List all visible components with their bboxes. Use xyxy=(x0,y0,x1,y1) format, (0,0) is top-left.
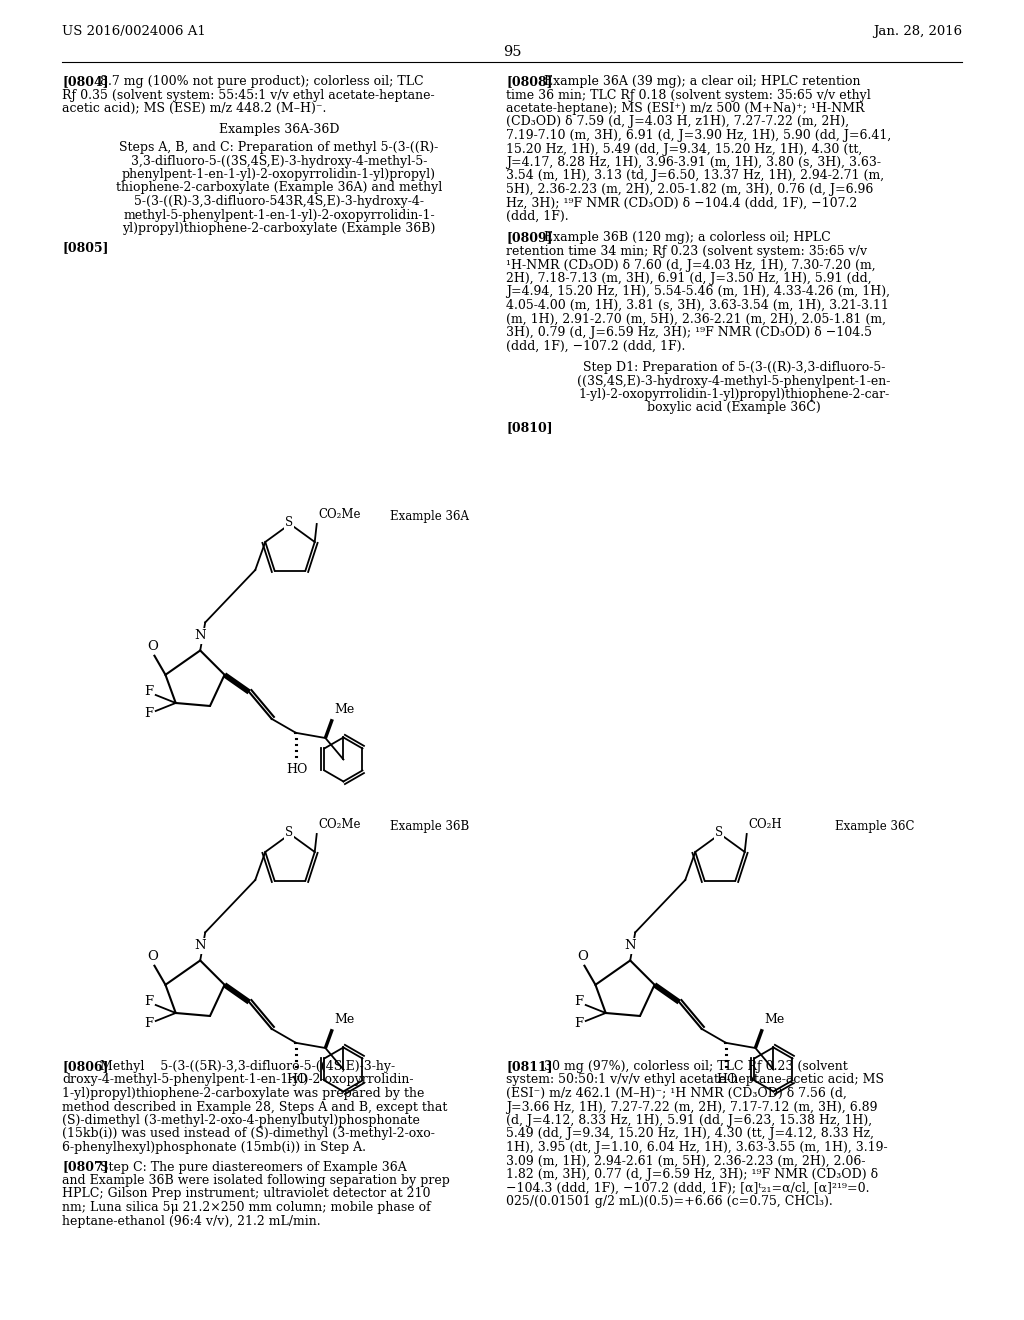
Text: O: O xyxy=(577,949,588,962)
Text: system: 50:50:1 v/v/v ethyl acetate-heptane-acetic acid; MS: system: 50:50:1 v/v/v ethyl acetate-hept… xyxy=(506,1073,884,1086)
Text: S: S xyxy=(285,826,293,840)
Text: acetic acid); MS (ESE) m/z 448.2 (M–H)⁻.: acetic acid); MS (ESE) m/z 448.2 (M–H)⁻. xyxy=(62,102,327,115)
Text: (d, J=4.12, 8.33 Hz, 1H), 5.91 (dd, J=6.23, 15.38 Hz, 1H),: (d, J=4.12, 8.33 Hz, 1H), 5.91 (dd, J=6.… xyxy=(506,1114,872,1127)
Text: yl)propyl)thiophene-2-carboxylate (Example 36B): yl)propyl)thiophene-2-carboxylate (Examp… xyxy=(122,222,435,235)
Text: Rƒ 0.35 (solvent system: 55:45:1 v/v ethyl acetate-heptane-: Rƒ 0.35 (solvent system: 55:45:1 v/v eth… xyxy=(62,88,434,102)
Text: Example 36B (120 mg); a colorless oil; HPLC: Example 36B (120 mg); a colorless oil; H… xyxy=(544,231,830,244)
Text: Step C: The pure diastereomers of Example 36A: Step C: The pure diastereomers of Exampl… xyxy=(100,1160,407,1173)
Text: Step D1: Preparation of 5-(3-((R)-3,3-difluoro-5-: Step D1: Preparation of 5-(3-((R)-3,3-di… xyxy=(583,360,885,374)
Text: 5-(3-((R)-3,3-difluoro-543R,4S,E)-3-hydroxy-4-: 5-(3-((R)-3,3-difluoro-543R,4S,E)-3-hydr… xyxy=(134,195,424,209)
Text: (15kb(i)) was used instead of (S)-dimethyl (3-methyl-2-oxo-: (15kb(i)) was used instead of (S)-dimeth… xyxy=(62,1127,435,1140)
Text: Example 36A: Example 36A xyxy=(390,510,469,523)
Text: ¹H-NMR (CD₃OD) δ 7.60 (d, J=4.03 Hz, 1H), 7.30-7.20 (m,: ¹H-NMR (CD₃OD) δ 7.60 (d, J=4.03 Hz, 1H)… xyxy=(506,259,876,272)
Text: [0808]: [0808] xyxy=(506,75,553,88)
Text: boxylic acid (Example 36C): boxylic acid (Example 36C) xyxy=(647,401,821,414)
Text: (ddd, 1F), −107.2 (ddd, 1F).: (ddd, 1F), −107.2 (ddd, 1F). xyxy=(506,339,685,352)
Text: (ddd, 1F).: (ddd, 1F). xyxy=(506,210,568,223)
Text: HPLC; Gilson Prep instrument; ultraviolet detector at 210: HPLC; Gilson Prep instrument; ultraviole… xyxy=(62,1188,430,1200)
Text: Jan. 28, 2016: Jan. 28, 2016 xyxy=(872,25,962,38)
Text: [0804]: [0804] xyxy=(62,75,109,88)
Text: Hz, 3H); ¹⁹F NMR (CD₃OD) δ −104.4 (ddd, 1F), −107.2: Hz, 3H); ¹⁹F NMR (CD₃OD) δ −104.4 (ddd, … xyxy=(506,197,857,210)
Text: [0805]: [0805] xyxy=(62,242,109,255)
Text: Me: Me xyxy=(764,1014,784,1026)
Text: (ESI⁻) m/z 462.1 (M–H)⁻; ¹H NMR (CD₃OD) δ 7.56 (d,: (ESI⁻) m/z 462.1 (M–H)⁻; ¹H NMR (CD₃OD) … xyxy=(506,1086,847,1100)
Text: 3.54 (m, 1H), 3.13 (td, J=6.50, 13.37 Hz, 1H), 2.94-2.71 (m,: 3.54 (m, 1H), 3.13 (td, J=6.50, 13.37 Hz… xyxy=(506,169,884,182)
Text: 025/(0.01501 g/2 mL)(0.5)=+6.66 (c=0.75, CHCl₃).: 025/(0.01501 g/2 mL)(0.5)=+6.66 (c=0.75,… xyxy=(506,1195,833,1208)
Text: method described in Example 28, Steps A and B, except that: method described in Example 28, Steps A … xyxy=(62,1101,447,1114)
Text: acetate-heptane); MS (ESI⁺) m/z 500 (M+Na)⁺; ¹H-NMR: acetate-heptane); MS (ESI⁺) m/z 500 (M+N… xyxy=(506,102,864,115)
Text: and Example 36B were isolated following separation by prep: and Example 36B were isolated following … xyxy=(62,1173,450,1187)
Text: CO₂Me: CO₂Me xyxy=(318,508,361,521)
Text: 5H), 2.36-2.23 (m, 2H), 2.05-1.82 (m, 3H), 0.76 (d, J=6.96: 5H), 2.36-2.23 (m, 2H), 2.05-1.82 (m, 3H… xyxy=(506,183,873,195)
Text: J=4.94, 15.20 Hz, 1H), 5.54-5.46 (m, 1H), 4.33-4.26 (m, 1H),: J=4.94, 15.20 Hz, 1H), 5.54-5.46 (m, 1H)… xyxy=(506,285,890,298)
Text: S: S xyxy=(285,516,293,529)
Text: CO₂H: CO₂H xyxy=(749,818,782,832)
Text: [0810]: [0810] xyxy=(506,421,553,434)
Text: [0811]: [0811] xyxy=(506,1060,553,1073)
Text: phenylpent-1-en-1-yl)-2-oxopyrrolidin-1-yl)propyl): phenylpent-1-en-1-yl)-2-oxopyrrolidin-1-… xyxy=(122,168,436,181)
Text: methyl-5-phenylpent-1-en-1-yl)-2-oxopyrrolidin-1-: methyl-5-phenylpent-1-en-1-yl)-2-oxopyrr… xyxy=(123,209,435,222)
Text: J=3.66 Hz, 1H), 7.27-7.22 (m, 2H), 7.17-7.12 (m, 3H), 6.89: J=3.66 Hz, 1H), 7.27-7.22 (m, 2H), 7.17-… xyxy=(506,1101,878,1114)
Text: Me: Me xyxy=(334,1014,354,1026)
Text: [0806]: [0806] xyxy=(62,1060,109,1073)
Text: Me: Me xyxy=(334,704,354,717)
Text: Example 36C: Example 36C xyxy=(835,820,914,833)
Text: F: F xyxy=(574,995,584,1008)
Text: F: F xyxy=(144,995,154,1008)
Text: N: N xyxy=(625,940,636,953)
Text: ((3S,4S,E)-3-hydroxy-4-methyl-5-phenylpent-1-en-: ((3S,4S,E)-3-hydroxy-4-methyl-5-phenylpe… xyxy=(578,375,891,388)
Text: 2H), 7.18-7.13 (m, 3H), 6.91 (d, J=3.50 Hz, 1H), 5.91 (dd,: 2H), 7.18-7.13 (m, 3H), 6.91 (d, J=3.50 … xyxy=(506,272,871,285)
Text: US 2016/0024006 A1: US 2016/0024006 A1 xyxy=(62,25,206,38)
Text: 4.05-4.00 (m, 1H), 3.81 (s, 3H), 3.63-3.54 (m, 1H), 3.21-3.11: 4.05-4.00 (m, 1H), 3.81 (s, 3H), 3.63-3.… xyxy=(506,300,889,312)
Text: (CD₃OD) δ 7.59 (d, J=4.03 H, z1H), 7.27-7.22 (m, 2H),: (CD₃OD) δ 7.59 (d, J=4.03 H, z1H), 7.27-… xyxy=(506,116,849,128)
Text: 3,3-difluoro-5-((3S,4S,E)-3-hydroxy-4-methyl-5-: 3,3-difluoro-5-((3S,4S,E)-3-hydroxy-4-me… xyxy=(131,154,427,168)
Text: 3.09 (m, 1H), 2.94-2.61 (m, 5H), 2.36-2.23 (m, 2H), 2.06-: 3.09 (m, 1H), 2.94-2.61 (m, 5H), 2.36-2.… xyxy=(506,1155,865,1167)
Text: time 36 min; TLC Rƒ 0.18 (solvent system: 35:65 v/v ethyl: time 36 min; TLC Rƒ 0.18 (solvent system… xyxy=(506,88,870,102)
Text: Steps A, B, and C: Preparation of methyl 5-(3-((R)-: Steps A, B, and C: Preparation of methyl… xyxy=(120,141,438,154)
Text: 6-phenylhexyl)phosphonate (15mb(i)) in Step A.: 6-phenylhexyl)phosphonate (15mb(i)) in S… xyxy=(62,1140,366,1154)
Text: 1H), 3.95 (dt, J=1.10, 6.04 Hz, 1H), 3.63-3.55 (m, 1H), 3.19-: 1H), 3.95 (dt, J=1.10, 6.04 Hz, 1H), 3.6… xyxy=(506,1140,888,1154)
Text: heptane-ethanol (96:4 v/v), 21.2 mL/min.: heptane-ethanol (96:4 v/v), 21.2 mL/min. xyxy=(62,1214,321,1228)
Text: CO₂Me: CO₂Me xyxy=(318,818,361,832)
Text: F: F xyxy=(144,685,154,698)
Text: HO: HO xyxy=(286,1073,307,1086)
Text: O: O xyxy=(147,949,158,962)
Text: O: O xyxy=(147,640,158,652)
Text: F: F xyxy=(144,708,154,721)
Text: 5.49 (dd, J=9.34, 15.20 Hz, 1H), 4.30 (tt, J=4.12, 8.33 Hz,: 5.49 (dd, J=9.34, 15.20 Hz, 1H), 4.30 (t… xyxy=(506,1127,874,1140)
Text: retention time 34 min; Rƒ 0.23 (solvent system: 35:65 v/v: retention time 34 min; Rƒ 0.23 (solvent … xyxy=(506,246,867,257)
Text: thiophene-2-carboxylate (Example 36A) and methyl: thiophene-2-carboxylate (Example 36A) an… xyxy=(116,181,442,194)
Text: 30 mg (97%), colorless oil; TLC Rƒ 0.23 (solvent: 30 mg (97%), colorless oil; TLC Rƒ 0.23 … xyxy=(544,1060,848,1073)
Text: N: N xyxy=(195,940,206,953)
Text: [0807]: [0807] xyxy=(62,1160,109,1173)
Text: S: S xyxy=(715,826,723,840)
Text: HO: HO xyxy=(286,763,307,776)
Text: 7.19-7.10 (m, 3H), 6.91 (d, J=3.90 Hz, 1H), 5.90 (dd, J=6.41,: 7.19-7.10 (m, 3H), 6.91 (d, J=3.90 Hz, 1… xyxy=(506,129,891,143)
Text: 1-yl)propyl)thiophene-2-carboxylate was prepared by the: 1-yl)propyl)thiophene-2-carboxylate was … xyxy=(62,1086,424,1100)
Text: (m, 1H), 2.91-2.70 (m, 5H), 2.36-2.21 (m, 2H), 2.05-1.81 (m,: (m, 1H), 2.91-2.70 (m, 5H), 2.36-2.21 (m… xyxy=(506,313,886,326)
Text: J=4.17, 8.28 Hz, 1H), 3.96-3.91 (m, 1H), 3.80 (s, 3H), 3.63-: J=4.17, 8.28 Hz, 1H), 3.96-3.91 (m, 1H),… xyxy=(506,156,881,169)
Text: Examples 36A-36D: Examples 36A-36D xyxy=(219,124,339,136)
Text: N: N xyxy=(195,630,206,643)
Text: 15.20 Hz, 1H), 5.49 (dd, J=9.34, 15.20 Hz, 1H), 4.30 (tt,: 15.20 Hz, 1H), 5.49 (dd, J=9.34, 15.20 H… xyxy=(506,143,862,156)
Text: 95: 95 xyxy=(503,45,521,59)
Text: Example 36B: Example 36B xyxy=(390,820,469,833)
Text: droxy-4-methyl-5-phenylpent-1-en-1-yl)-2-oxopyrrolidin-: droxy-4-methyl-5-phenylpent-1-en-1-yl)-2… xyxy=(62,1073,414,1086)
Text: 3H), 0.79 (d, J=6.59 Hz, 3H); ¹⁹F NMR (CD₃OD) δ −104.5: 3H), 0.79 (d, J=6.59 Hz, 3H); ¹⁹F NMR (C… xyxy=(506,326,872,339)
Text: [0809]: [0809] xyxy=(506,231,553,244)
Text: HO: HO xyxy=(716,1073,737,1086)
Text: 1-yl)-2-oxopyrrolidin-1-yl)propyl)thiophene-2-car-: 1-yl)-2-oxopyrrolidin-1-yl)propyl)thioph… xyxy=(579,388,890,401)
Text: F: F xyxy=(574,1018,584,1031)
Text: F: F xyxy=(144,1018,154,1031)
Text: 1.82 (m, 3H), 0.77 (d, J=6.59 Hz, 3H); ¹⁹F NMR (CD₃OD) δ: 1.82 (m, 3H), 0.77 (d, J=6.59 Hz, 3H); ¹… xyxy=(506,1168,879,1181)
Text: 8.7 mg (100% not pure product); colorless oil; TLC: 8.7 mg (100% not pure product); colorles… xyxy=(100,75,424,88)
Text: Methyl    5-(3-((5R)-3,3-difluoro-5-((4S,E)-3-hy-: Methyl 5-(3-((5R)-3,3-difluoro-5-((4S,E)… xyxy=(100,1060,395,1073)
Text: −104.3 (ddd, 1F), −107.2 (ddd, 1F); [α]ᵗ₂₁=α/cl, [α]²¹⁹=0.: −104.3 (ddd, 1F), −107.2 (ddd, 1F); [α]ᵗ… xyxy=(506,1181,869,1195)
Text: nm; Luna silica 5μ 21.2×250 mm column; mobile phase of: nm; Luna silica 5μ 21.2×250 mm column; m… xyxy=(62,1201,431,1214)
Text: Example 36A (39 mg); a clear oil; HPLC retention: Example 36A (39 mg); a clear oil; HPLC r… xyxy=(544,75,860,88)
Text: (S)-dimethyl (3-methyl-2-oxo-4-phenylbutyl)phosphonate: (S)-dimethyl (3-methyl-2-oxo-4-phenylbut… xyxy=(62,1114,420,1127)
